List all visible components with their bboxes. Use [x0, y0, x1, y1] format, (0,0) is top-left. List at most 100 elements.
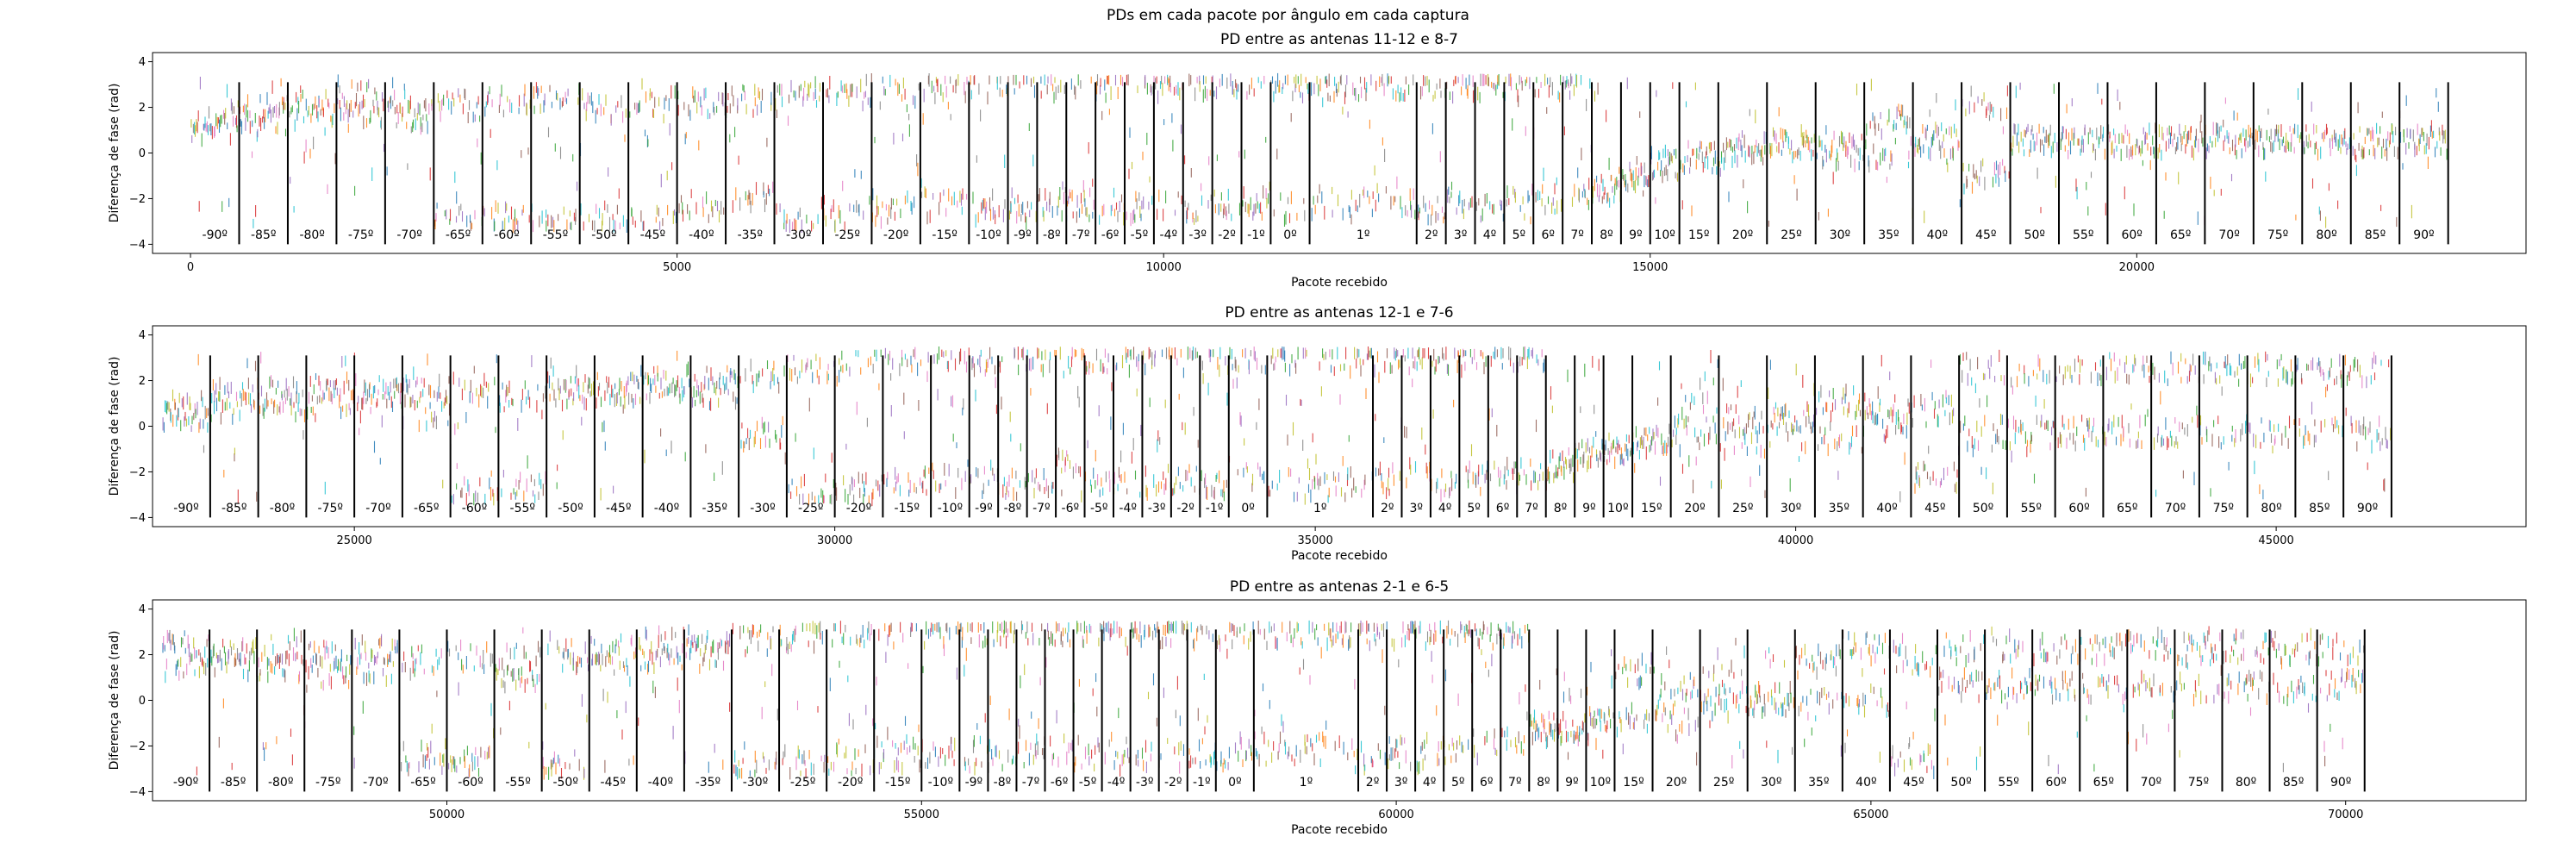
angle-label: -80º — [299, 228, 324, 242]
y-tick-label: 4 — [139, 56, 146, 69]
y-tick-label: −4 — [129, 512, 146, 525]
angle-label: 3º — [1454, 228, 1468, 242]
angle-label: -30º — [786, 228, 811, 242]
angle-label: 1º — [1313, 502, 1327, 515]
angle-label: 45º — [1975, 228, 1996, 242]
angle-label: 85º — [2309, 502, 2330, 515]
angle-label: -15º — [932, 228, 957, 242]
angle-label: 7º — [1570, 228, 1584, 242]
angle-label: -40º — [654, 502, 679, 515]
angle-label: 75º — [2267, 228, 2288, 242]
subplot-1: PD entre as antenas 11-12 e 8-7-90º -85º -… — [108, 31, 2527, 290]
angle-label: -7º — [1032, 502, 1051, 515]
angle-label: 3º — [1409, 502, 1423, 515]
angle-label: 6º — [1496, 502, 1510, 515]
angle-label: -4º — [1119, 502, 1137, 515]
angle-label: 90º — [2413, 228, 2434, 242]
angle-label: 5º — [1513, 228, 1526, 242]
subplot-title: PD entre as antenas 2-1 e 6-5 — [1230, 578, 1449, 596]
x-tick-label: 5000 — [663, 261, 691, 274]
angle-label: -25º — [834, 228, 859, 242]
panels-container: PD entre as antenas 11-12 e 8-7-90º -85º -… — [108, 31, 2527, 837]
angle-label: 10º — [1654, 228, 1675, 242]
angle-label: -85º — [251, 228, 276, 242]
axes-frame — [152, 52, 2527, 254]
angle-label: 1º — [1357, 228, 1370, 242]
angle-label: -80º — [270, 502, 295, 515]
angle-label: 5º — [1467, 502, 1481, 515]
angle-label: -8º — [1043, 228, 1061, 242]
angle-label: 45º — [1924, 502, 1945, 515]
angle-label: -85º — [221, 502, 246, 515]
x-axis-label: Pacote recebido — [1291, 276, 1388, 290]
x-axis-label: Pacote recebido — [1291, 549, 1388, 563]
angle-label: 30º — [1830, 228, 1850, 242]
angle-label: -60º — [494, 228, 519, 242]
angle-label: 7º — [1525, 502, 1538, 515]
angle-label: 60º — [2121, 228, 2142, 242]
angle-label: -6º — [1101, 228, 1120, 242]
angle-label: -65º — [446, 228, 471, 242]
angle-label: 65º — [2170, 228, 2191, 242]
angle-label: -10º — [976, 228, 1001, 242]
angle-label: 2º — [1425, 228, 1438, 242]
y-tick-label: −2 — [129, 193, 146, 206]
x-tick-label: 15000 — [1632, 261, 1668, 274]
angle-label: 8º — [1600, 228, 1613, 242]
angle-label: -90º — [173, 502, 198, 515]
angle-label: 8º — [1554, 502, 1568, 515]
angle-separators: -90º -85º -80º -75º -70º -65º -60º -55º -50º -45º… — [173, 355, 2392, 518]
angle-label: 70º — [2165, 502, 2186, 515]
angle-label: 70º — [2218, 228, 2239, 242]
angle-label: 80º — [2316, 228, 2336, 242]
angle-label: 30º — [1781, 502, 1801, 515]
angle-label: 0º — [1241, 502, 1255, 515]
angle-label: 20º — [1732, 228, 1753, 242]
angle-label: 35º — [1829, 502, 1849, 515]
angle-label: 15º — [1688, 228, 1709, 242]
subplot-title: PD entre as antenas 12-1 e 7-6 — [1225, 304, 1453, 321]
y-tick-label: 0 — [139, 147, 146, 160]
angle-label: -70º — [365, 502, 390, 515]
angle-label: -9º — [1014, 228, 1032, 242]
angle-label: -55º — [510, 502, 535, 515]
series-dashes — [162, 346, 2392, 507]
angle-label: -2º — [1176, 502, 1194, 515]
angle-label: 85º — [2365, 228, 2386, 242]
y-tick-label: −2 — [129, 466, 146, 479]
angle-label: 40º — [1927, 228, 1948, 242]
x-tick-label: 45000 — [2258, 534, 2293, 547]
angle-label: -50º — [558, 502, 583, 515]
angle-label: 65º — [2117, 502, 2137, 515]
angle-label: -5º — [1131, 228, 1149, 242]
angle-label: 4º — [1483, 228, 1497, 242]
angle-label: -3º — [1148, 502, 1166, 515]
angle-label: 75º — [2213, 502, 2234, 515]
angle-label: 25º — [1732, 502, 1753, 515]
angle-label: 50º — [2024, 228, 2045, 242]
angle-label: 90º — [2357, 502, 2378, 515]
angle-label: -90º — [203, 228, 228, 242]
angle-label: -10º — [938, 502, 963, 515]
angle-label: 50º — [1973, 502, 1993, 515]
x-tick-label: 40000 — [1778, 534, 1813, 547]
angle-label: -2º — [1218, 228, 1236, 242]
y-axis-label: Diferença de fase (rad) — [108, 84, 122, 223]
y-tick-label: 4 — [139, 329, 146, 342]
angle-label: 4º — [1438, 502, 1452, 515]
angle-label: 80º — [2261, 502, 2281, 515]
angle-label: 9º — [1629, 228, 1643, 242]
series-dashes — [162, 620, 2365, 780]
y-tick-label: −4 — [129, 239, 146, 252]
subplot-2: PD entre as antenas 12-1 e 7-6 -90º -85º -8… — [108, 304, 2527, 563]
angle-label: 35º — [1878, 228, 1899, 242]
angle-label: -25º — [798, 502, 823, 515]
angle-label: 2º — [1381, 502, 1394, 515]
angle-label: -4º — [1160, 228, 1178, 242]
angle-label: -5º — [1090, 502, 1108, 515]
angle-label: 10º — [1607, 502, 1628, 515]
angle-label: -1º — [1247, 228, 1265, 242]
angle-label: -35º — [738, 228, 763, 242]
y-tick-label: 2 — [139, 375, 146, 388]
